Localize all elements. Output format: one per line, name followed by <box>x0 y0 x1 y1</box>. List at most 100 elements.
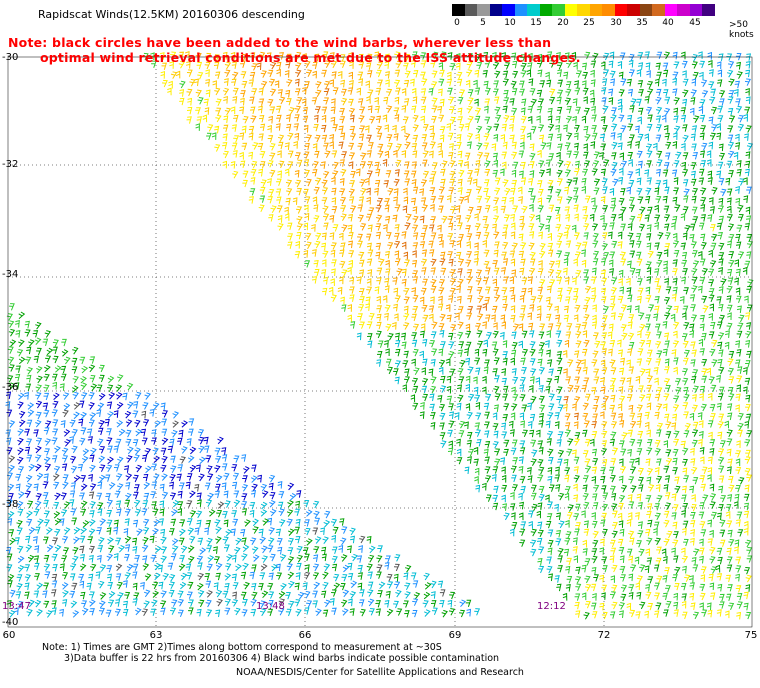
wind-barb <box>726 448 732 457</box>
wind-barb <box>207 124 214 132</box>
wind-barb <box>610 312 616 320</box>
wind-barb <box>404 70 411 79</box>
wind-barb <box>510 465 517 474</box>
wind-barb <box>27 409 35 418</box>
wind-barb <box>266 178 272 186</box>
wind-barb <box>600 386 606 395</box>
wind-barb <box>645 591 652 600</box>
wind-barb <box>611 107 617 115</box>
wind-barb <box>582 87 589 96</box>
wind-barb <box>646 70 651 78</box>
wind-barb <box>411 313 417 322</box>
wind-barb <box>347 562 353 571</box>
wind-barb <box>248 132 254 141</box>
wind-barb <box>133 499 141 508</box>
wind-barb <box>635 457 640 466</box>
wind-barb <box>709 582 715 591</box>
wind-barb <box>485 494 492 502</box>
wind-barb <box>620 304 627 313</box>
wind-barb <box>323 88 330 96</box>
wind-barb <box>342 589 350 598</box>
wind-barb <box>313 260 319 268</box>
wind-barb <box>441 609 448 618</box>
wind-barb <box>664 332 670 341</box>
wind-barb <box>547 539 554 548</box>
wind-barb <box>618 386 624 394</box>
wind-barb <box>645 286 651 295</box>
wind-barb <box>564 97 572 106</box>
wind-barb <box>584 465 592 474</box>
wind-barb <box>519 394 526 402</box>
wind-barb <box>322 287 328 296</box>
wind-barb <box>546 330 551 338</box>
wind-barb <box>286 222 293 231</box>
wind-barb <box>24 582 30 591</box>
wind-barb <box>673 430 680 439</box>
wind-barb <box>376 359 382 367</box>
wind-barb <box>411 377 419 386</box>
wind-barb <box>366 150 372 158</box>
wind-barb <box>18 339 25 347</box>
wind-barb <box>563 368 568 377</box>
wind-barb <box>673 438 680 447</box>
wind-barb <box>32 536 38 544</box>
wind-barb <box>63 501 71 509</box>
wind-barb <box>603 69 610 77</box>
wind-barb <box>171 429 178 438</box>
wind-barb <box>15 329 21 338</box>
wind-barb <box>474 98 479 107</box>
wind-barb <box>189 78 196 87</box>
wind-barb <box>410 170 417 178</box>
wind-barb <box>482 386 487 395</box>
wind-barb <box>401 268 407 277</box>
wind-barb <box>727 125 734 133</box>
wind-barb <box>412 242 419 250</box>
wind-barb <box>493 322 498 330</box>
wind-barb <box>619 52 626 60</box>
wind-barb <box>707 420 714 428</box>
legend-swatch <box>514 4 528 16</box>
wind-barb <box>682 152 689 160</box>
wind-barb <box>610 287 617 295</box>
wind-barb <box>538 546 545 554</box>
wind-barb <box>510 258 516 267</box>
wind-barb <box>332 526 339 535</box>
wind-barb <box>735 268 741 277</box>
wind-barb <box>691 250 698 258</box>
wind-barb <box>151 599 158 608</box>
wind-barb <box>170 518 177 527</box>
wind-barb <box>583 377 590 385</box>
wind-barb <box>675 151 682 160</box>
wind-barb <box>566 179 573 187</box>
wind-barb <box>518 465 524 474</box>
wind-barb <box>672 404 680 412</box>
wind-barb <box>746 142 754 151</box>
wind-barb <box>548 368 554 377</box>
wind-barb <box>493 205 498 214</box>
wind-barb <box>240 571 247 580</box>
wind-barb <box>383 340 389 348</box>
wind-barb <box>43 582 50 590</box>
wind-barb <box>691 268 698 276</box>
wind-barb <box>314 240 321 249</box>
wind-barb <box>303 151 310 159</box>
wind-barb <box>375 608 381 616</box>
wind-barb <box>331 546 338 554</box>
wind-barb <box>16 520 23 528</box>
wind-barb <box>689 330 695 338</box>
wind-barb <box>333 573 340 582</box>
wind-barb <box>349 591 357 599</box>
wind-barb <box>728 602 735 611</box>
wind-barb <box>341 608 349 616</box>
wind-barb <box>340 205 347 213</box>
wind-barb <box>608 97 614 105</box>
wind-barb <box>357 313 363 321</box>
wind-barb <box>530 195 536 204</box>
wind-barb <box>439 600 445 608</box>
wind-barb <box>213 556 220 564</box>
wind-barb <box>710 413 716 421</box>
wind-barb <box>70 482 76 490</box>
wind-barb <box>742 266 748 275</box>
wind-barb <box>294 251 301 259</box>
wind-barb <box>204 61 211 70</box>
